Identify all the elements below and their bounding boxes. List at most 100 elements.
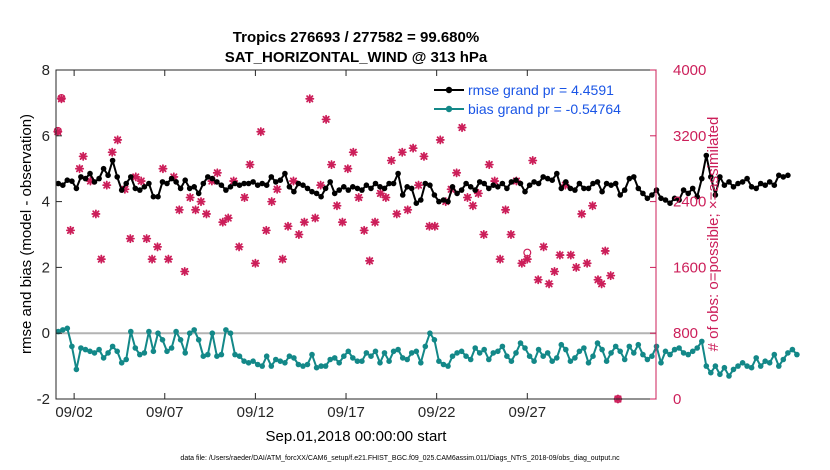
- rmse-series-point: [408, 185, 415, 192]
- rmse-series-point: [327, 179, 334, 185]
- bias-series-point: [137, 351, 143, 358]
- rmse-series-point: [449, 184, 456, 190]
- bias-series-point: [581, 345, 587, 351]
- rmse-series-point: [544, 175, 551, 182]
- obs-assimilated-stroke: [480, 230, 488, 239]
- bias-series-point: [404, 356, 411, 363]
- obs-assimilated-stroke: [317, 181, 325, 189]
- rmse-series-point: [640, 190, 646, 197]
- bias-series-point: [699, 338, 705, 345]
- bias-series-point: [504, 353, 510, 360]
- rmse-series-point: [259, 180, 266, 187]
- bias-series-point: [794, 351, 800, 358]
- rmse-series-point: [576, 180, 583, 187]
- obs-assimilated-point: [408, 143, 418, 153]
- obs-assimilated-point: [597, 279, 607, 289]
- rmse-series-point: [499, 180, 506, 187]
- rmse-series-point: [572, 187, 578, 193]
- obs-assimilated-point: [468, 201, 478, 211]
- obs-assimilated-stroke: [607, 272, 615, 280]
- bias-series-point: [331, 355, 338, 361]
- obs-assimilated-stroke: [545, 280, 553, 288]
- obs-assimilated-point: [544, 279, 554, 289]
- obs-assimilated-stroke: [164, 255, 172, 263]
- obs-assimilated-stroke: [219, 218, 227, 226]
- bias-series-point: [82, 346, 89, 353]
- bias-series-point: [753, 355, 759, 361]
- left-tick-label: 4: [42, 194, 50, 211]
- rmse-series-point: [132, 185, 139, 192]
- bias-series-point: [649, 353, 655, 360]
- rmse-series-point: [177, 185, 184, 192]
- bias-series-point: [313, 364, 320, 371]
- rmse-series-point: [440, 197, 447, 203]
- obs-assimilated-stroke: [75, 165, 84, 173]
- rmse-series-point: [128, 174, 134, 180]
- bias-series-point: [372, 348, 379, 355]
- x-tick-label: 09/27: [509, 404, 547, 421]
- left-tick-label: 8: [42, 62, 50, 79]
- bias-series-point: [182, 350, 188, 356]
- bias-series-point: [540, 353, 546, 360]
- bias-series-point: [282, 360, 288, 366]
- rmse-series-point: [531, 179, 537, 185]
- bias-series-point: [105, 350, 111, 356]
- obs-assimilated-point: [419, 151, 429, 161]
- bias-series-point: [785, 350, 791, 356]
- x-tick-label: 09/22: [418, 404, 456, 421]
- obs-assimilated-point: [310, 213, 320, 223]
- obs-assimilated-stroke: [409, 144, 417, 152]
- rmse-series-point: [372, 180, 379, 187]
- bias-series-point: [368, 353, 374, 360]
- bias-series-point: [513, 350, 519, 356]
- rmse-series-point: [309, 188, 315, 195]
- bias-series-point: [273, 356, 279, 363]
- bias-series-point: [146, 328, 152, 335]
- rmse-series-point: [137, 187, 143, 193]
- obs-assimilated-point: [261, 225, 271, 235]
- bias-series-point: [60, 327, 66, 333]
- rmse-series-point: [214, 179, 220, 185]
- rmse-series-point: [431, 192, 438, 198]
- obs-assimilated-point: [473, 188, 483, 198]
- obs-assimilated-stroke: [159, 165, 167, 173]
- rmse-series-point: [617, 192, 623, 198]
- x-tick-label: 09/02: [55, 404, 93, 421]
- obs-assimilated-point: [321, 114, 331, 124]
- bias-series-point: [739, 360, 746, 366]
- obs-assimilated-stroke: [143, 235, 151, 243]
- obs-assimilated-stroke: [273, 185, 281, 193]
- bias-series-point: [766, 360, 773, 366]
- obs-assimilated-stroke: [371, 218, 379, 226]
- obs-assimilated-stroke: [240, 193, 249, 202]
- rmse-series-point: [399, 192, 406, 198]
- rmse-series-point: [676, 197, 682, 203]
- rmse-series-point: [114, 174, 120, 180]
- bias-series-point: [354, 358, 361, 365]
- right-tick-label: 2400: [673, 194, 706, 211]
- bias-series-point: [558, 341, 565, 348]
- rmse-series-point: [436, 198, 442, 205]
- bias-series-point: [399, 355, 406, 361]
- obs-assimilated-stroke: [556, 251, 564, 259]
- bias-series-point: [454, 350, 460, 356]
- bias-series-point: [291, 355, 297, 361]
- rmse-series-point: [508, 179, 515, 185]
- bias-series-point: [209, 330, 216, 337]
- bias-series-point: [744, 363, 750, 369]
- bias-series-point: [499, 343, 506, 350]
- obs-assimilated-point: [588, 201, 598, 211]
- obs-assimilated-point: [517, 258, 527, 268]
- obs-assimilated-stroke: [278, 255, 287, 263]
- obs-assimilated-point: [539, 242, 549, 252]
- rmse-series-point: [422, 180, 429, 187]
- rmse-series-point: [341, 184, 347, 190]
- obs-assimilated-stroke: [598, 280, 606, 288]
- rmse-series-point: [662, 197, 669, 203]
- obs-assimilated-stroke: [257, 128, 265, 136]
- rmse-series-point: [123, 180, 129, 187]
- rmse-series-point: [368, 185, 374, 192]
- bias-series-point: [771, 351, 778, 358]
- rmse-series-point: [164, 180, 170, 187]
- left-tick-label: 0: [42, 325, 50, 342]
